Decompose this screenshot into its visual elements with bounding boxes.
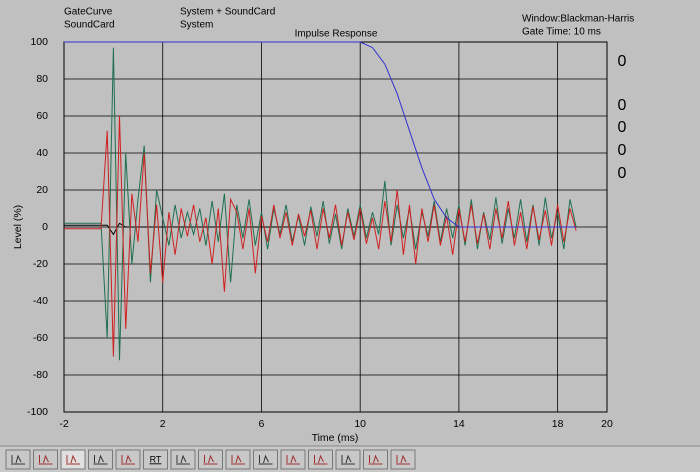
toolbar-icon xyxy=(176,454,190,465)
x-tick-label: 18 xyxy=(552,418,564,430)
y-tick-label: 0 xyxy=(42,221,48,233)
toolbar-button[interactable] xyxy=(308,449,333,470)
toolbar-icon xyxy=(11,454,25,465)
y-tick-label: 80 xyxy=(36,73,48,85)
toolbar-button[interactable] xyxy=(225,449,251,470)
toolbar-button[interactable] xyxy=(390,449,416,470)
toolbar-button-label: RT xyxy=(150,454,162,464)
toolbar-icon xyxy=(121,454,135,465)
legend-entry: GateCurve xyxy=(64,7,113,18)
channel-readout: 0 xyxy=(618,53,627,70)
legend-entry: SoundCard xyxy=(64,20,115,31)
series-line xyxy=(64,41,577,228)
toolbar-icon xyxy=(286,454,300,465)
toolbar-icon xyxy=(368,454,383,465)
toolbar-icon xyxy=(313,454,328,465)
toolbar-button[interactable] xyxy=(60,449,86,470)
y-tick-label: -60 xyxy=(33,332,48,344)
toolbar-icon xyxy=(231,454,245,465)
y-axis-label: Level (%) xyxy=(12,205,24,249)
toolbar-icon xyxy=(396,454,410,465)
series-line xyxy=(64,115,577,357)
toolbar-icon xyxy=(258,454,273,465)
toolbar-button[interactable] xyxy=(170,449,196,470)
y-tick-label: 100 xyxy=(30,36,48,48)
gate-time-info: Gate Time: 10 ms xyxy=(522,27,601,38)
toolbar-icon xyxy=(93,454,108,465)
x-tick-label: 14 xyxy=(453,418,465,430)
y-tick-label: 20 xyxy=(36,184,48,196)
x-tick-label: 20 xyxy=(601,418,613,430)
y-tick-label: -80 xyxy=(33,369,48,381)
y-tick-label: -40 xyxy=(33,295,48,307)
legend-entry: System xyxy=(180,20,213,31)
channel-readout: 0 xyxy=(618,97,627,114)
y-tick-label: 60 xyxy=(36,110,48,122)
toolbar-icon xyxy=(66,454,80,465)
toolbar-button[interactable] xyxy=(363,449,388,470)
toolbar-button[interactable] xyxy=(5,449,31,470)
y-tick-label: -20 xyxy=(33,258,48,270)
channel-readout: 0 xyxy=(618,165,627,182)
x-axis-label: Time (ms) xyxy=(312,432,359,444)
chart-title: Impulse Response xyxy=(295,29,378,40)
toolbar-icon xyxy=(341,454,355,465)
x-tick-label: 2 xyxy=(160,418,166,430)
toolbar-button[interactable] xyxy=(143,449,168,470)
toolbar-icon xyxy=(203,454,218,465)
toolbar-icon xyxy=(38,454,53,465)
legend-entry: System + SoundCard xyxy=(180,7,275,18)
y-tick-label: 40 xyxy=(36,147,48,159)
x-tick-label: 6 xyxy=(259,418,265,430)
toolbar-button[interactable] xyxy=(33,449,58,470)
toolbar-button[interactable] xyxy=(115,449,141,470)
x-tick-label: 10 xyxy=(354,418,366,430)
toolbar-button[interactable] xyxy=(198,449,223,470)
channel-readout: 0 xyxy=(618,142,627,159)
toolbar-button[interactable] xyxy=(335,449,361,470)
toolbar-button[interactable] xyxy=(88,449,113,470)
x-tick-label: -2 xyxy=(59,418,68,430)
toolbar-button[interactable] xyxy=(253,449,278,470)
channel-readout: 0 xyxy=(618,119,627,136)
toolbar-button[interactable] xyxy=(280,449,306,470)
window-info: Window:Blackman-Harris xyxy=(522,14,634,25)
y-tick-label: -100 xyxy=(27,406,48,418)
